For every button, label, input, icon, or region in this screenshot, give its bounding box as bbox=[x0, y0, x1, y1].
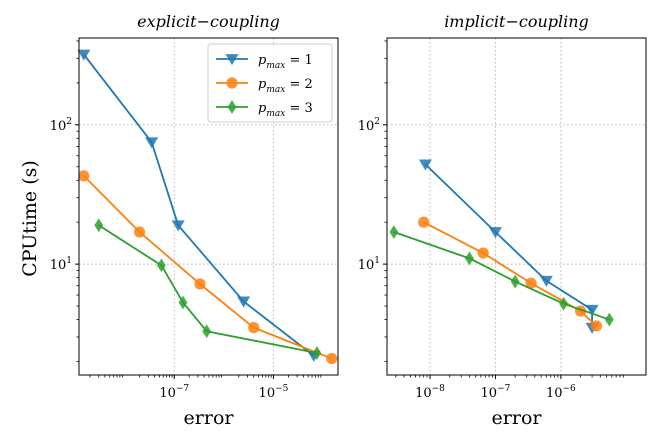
series-1 bbox=[77, 49, 321, 362]
data-point bbox=[171, 220, 185, 232]
series-line bbox=[423, 221, 598, 327]
chart-title: explicit−coupling bbox=[137, 12, 280, 31]
chart-title: implicit−coupling bbox=[444, 12, 589, 31]
axes-ticks: 10−8 10−7 10−6 101 102 bbox=[358, 38, 646, 401]
series-3 bbox=[389, 225, 614, 327]
x-tick-label: 10−7 bbox=[481, 384, 511, 401]
series-1 bbox=[418, 159, 599, 334]
plot-frame bbox=[78, 37, 339, 376]
data-point bbox=[156, 258, 166, 273]
data-point bbox=[248, 322, 260, 334]
y-tick-label: 102 bbox=[358, 117, 380, 134]
implicit-coupling-panel: 10−8 10−7 10−6 101 102 implicit−coupling error bbox=[358, 12, 647, 429]
legend-label: pmax = 3 bbox=[258, 101, 313, 119]
legend-label: pmax = 2 bbox=[258, 77, 313, 95]
legend-entry-2: pmax = 2 bbox=[216, 77, 313, 95]
data-point bbox=[178, 295, 188, 310]
data-point bbox=[477, 247, 489, 259]
legend: pmax = 1 pmax = 2 pmax = 3 bbox=[207, 43, 333, 123]
series-2 bbox=[418, 216, 603, 332]
explicit-coupling-panel: 10−7 10−5 101 102 explicit−coupling error CPUt… bbox=[19, 12, 339, 429]
data-point bbox=[145, 137, 159, 149]
series-2 bbox=[78, 170, 338, 365]
data-point bbox=[488, 227, 502, 239]
y-tick-label: 101 bbox=[50, 256, 72, 273]
data-point bbox=[77, 49, 91, 61]
y-tick-label: 102 bbox=[50, 117, 72, 134]
data-point bbox=[326, 352, 338, 365]
x-tick-label: 10−8 bbox=[415, 384, 445, 401]
data-point bbox=[78, 170, 90, 182]
legend-marker bbox=[225, 54, 239, 66]
data-point bbox=[539, 275, 553, 287]
series-line bbox=[393, 231, 610, 321]
x-axis-label: error bbox=[184, 407, 235, 429]
legend-entry-3: pmax = 3 bbox=[216, 100, 313, 119]
data-point bbox=[464, 251, 474, 266]
data-point bbox=[194, 278, 206, 290]
plot-frame bbox=[386, 37, 647, 376]
legend-frame bbox=[207, 43, 333, 123]
y-tick-label: 101 bbox=[358, 256, 380, 273]
data-point bbox=[389, 225, 399, 239]
data-point bbox=[312, 346, 322, 360]
data-point bbox=[418, 159, 432, 171]
legend-marker bbox=[227, 100, 237, 114]
data-point bbox=[418, 216, 430, 228]
data-point bbox=[604, 312, 614, 327]
legend-marker bbox=[226, 77, 238, 89]
x-tick-label: 10−5 bbox=[259, 384, 289, 401]
y-axis-label: CPUtime (s) bbox=[19, 160, 41, 277]
x-tick-label: 10−7 bbox=[159, 384, 189, 401]
x-axis-label: error bbox=[492, 407, 543, 429]
data-point bbox=[134, 226, 146, 238]
legend-label: pmax = 1 bbox=[258, 53, 313, 71]
data-point bbox=[590, 320, 603, 332]
series-3 bbox=[94, 218, 322, 360]
data-point bbox=[94, 218, 104, 233]
x-tick-label: 10−6 bbox=[546, 384, 576, 401]
data-point bbox=[525, 277, 537, 289]
data-point bbox=[237, 296, 251, 308]
data-point bbox=[585, 304, 599, 316]
data-point bbox=[202, 324, 212, 339]
data-point bbox=[559, 296, 569, 311]
legend-entry-1: pmax = 1 bbox=[216, 53, 313, 71]
data-point bbox=[510, 274, 520, 289]
